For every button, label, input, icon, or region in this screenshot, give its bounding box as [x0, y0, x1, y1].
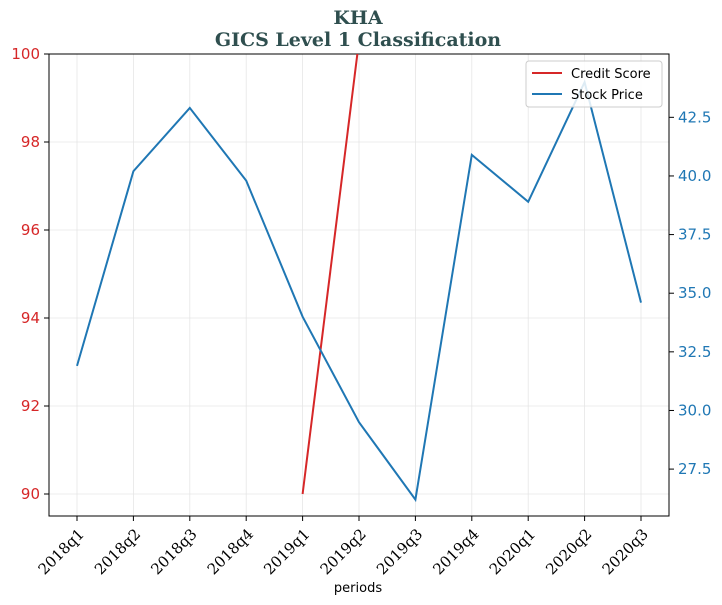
left-tick-label: 94 [21, 309, 40, 327]
x-tick-label: 2018q1 [35, 525, 88, 578]
chart-title: KHA [333, 7, 382, 29]
right-tick-label: 42.5 [678, 108, 711, 126]
chart-subtitle: GICS Level 1 Classification [215, 29, 501, 51]
x-axis: 2018q1 2018q2 2018q3 2018q4 2019q1 2019q2 2019… [35, 516, 652, 578]
right-tick-label: 27.5 [678, 460, 711, 478]
x-tick-label: 2019q4 [429, 525, 482, 578]
left-tick-label: 100 [11, 45, 40, 63]
legend: Credit Score Stock Price [525, 60, 663, 108]
x-tick-label: 2018q4 [204, 525, 257, 578]
x-tick-label: 2020q3 [599, 525, 652, 578]
x-tick-label: 2019q1 [260, 525, 313, 578]
left-tick-label: 96 [21, 221, 40, 239]
legend-label-stock-price: Stock Price [571, 88, 643, 103]
x-tick-label: 2018q3 [147, 525, 200, 578]
x-tick-label: 2020q1 [486, 525, 539, 578]
series-line-stock-price [76, 79, 642, 503]
left-tick-label: 98 [21, 133, 40, 151]
right-axis: 27.5 30.0 32.5 35.0 37.5 40.0 42.5 [669, 108, 711, 478]
x-axis-label: periods [334, 581, 382, 596]
left-axis: 90 92 94 96 98 100 [11, 45, 49, 503]
right-tick-label: 37.5 [678, 226, 711, 244]
x-tick-label: 2018q2 [91, 525, 144, 578]
right-tick-label: 30.0 [678, 401, 711, 419]
left-tick-label: 92 [21, 397, 40, 415]
series-lines [76, 54, 642, 503]
right-tick-label: 32.5 [678, 343, 711, 361]
legend-label-credit-score: Credit Score [571, 67, 651, 82]
grid [49, 53, 669, 516]
right-tick-label: 40.0 [678, 167, 711, 185]
x-tick-label: 2019q2 [317, 525, 370, 578]
x-tick-label: 2020q2 [542, 525, 595, 578]
x-tick-label: 2019q3 [373, 525, 426, 578]
right-tick-label: 35.0 [678, 284, 711, 302]
left-tick-label: 90 [21, 485, 40, 503]
series-line-credit-score [301, 54, 359, 495]
